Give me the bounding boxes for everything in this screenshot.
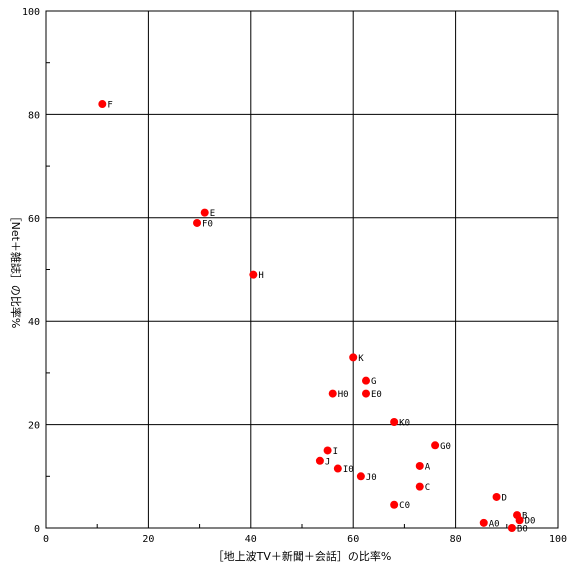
point-label-J0: J0 bbox=[366, 473, 377, 483]
x-tick-label: 60 bbox=[347, 534, 359, 545]
data-point-K0 bbox=[390, 418, 399, 427]
point-label-I: I bbox=[333, 447, 338, 457]
y-tick-label: 40 bbox=[28, 317, 40, 328]
x-axis-title: ［地上波TV＋新聞＋会話］の比率% bbox=[213, 549, 392, 563]
point-label-F0: F0 bbox=[202, 219, 213, 229]
data-point-D bbox=[492, 492, 501, 501]
point-label-A0: A0 bbox=[489, 519, 500, 529]
point-label-K: K bbox=[358, 354, 364, 364]
data-point-K bbox=[349, 353, 358, 362]
x-tick-labels: 0 20 40 60 80 100 bbox=[43, 534, 567, 545]
point-label-A: A bbox=[425, 462, 431, 472]
y-tick-label: 20 bbox=[28, 421, 40, 432]
data-point-D0 bbox=[515, 516, 524, 525]
data-point-J bbox=[315, 456, 324, 465]
data-point-J0 bbox=[356, 472, 365, 481]
y-tick-label: 60 bbox=[28, 214, 40, 225]
data-point-B0 bbox=[507, 524, 516, 532]
point-label-B0: B0 bbox=[517, 525, 528, 535]
data-point-E bbox=[200, 208, 209, 217]
data-point-H bbox=[249, 270, 258, 279]
data-point-C bbox=[415, 482, 424, 491]
data-point-I bbox=[323, 446, 332, 455]
data-point-F0 bbox=[193, 218, 202, 227]
point-label-C: C bbox=[425, 483, 430, 493]
x-tick-label: 20 bbox=[142, 534, 154, 545]
point-label-C0: C0 bbox=[399, 501, 410, 511]
data-point-G0 bbox=[431, 441, 440, 450]
x-tick-label: 40 bbox=[245, 534, 257, 545]
point-label-E0: E0 bbox=[371, 390, 382, 400]
data-point-A bbox=[415, 461, 424, 470]
x-tick-label: 0 bbox=[43, 534, 49, 545]
x-tick-label: 80 bbox=[450, 534, 462, 545]
point-label-D0: D0 bbox=[525, 517, 536, 527]
y-tick-label: 0 bbox=[34, 524, 40, 535]
point-label-H0: H0 bbox=[338, 390, 349, 400]
point-label-F: F bbox=[107, 101, 112, 111]
point-label-D: D bbox=[502, 493, 507, 503]
data-point-I0 bbox=[333, 464, 342, 473]
point-label-G: G bbox=[371, 377, 376, 387]
minor-ticks bbox=[46, 62, 508, 528]
point-label-E: E bbox=[210, 209, 215, 219]
point-label-H: H bbox=[258, 271, 263, 281]
point-label-G0: G0 bbox=[440, 442, 451, 452]
y-tick-label: 100 bbox=[22, 7, 40, 18]
y-tick-label: 80 bbox=[28, 110, 40, 121]
plot-area bbox=[45, 10, 559, 529]
x-tick-label: 100 bbox=[549, 534, 567, 545]
y-tick-labels: 0 20 40 60 80 100 bbox=[22, 7, 40, 535]
data-point-H0 bbox=[328, 389, 337, 398]
data-point-E0 bbox=[362, 389, 370, 398]
y-axis-title: ［Net＋雑誌］の比率% bbox=[9, 211, 23, 329]
data-point-G bbox=[362, 376, 370, 385]
point-label-B: B bbox=[522, 512, 527, 522]
point-label-I0: I0 bbox=[343, 465, 354, 475]
data-point-F bbox=[98, 100, 107, 109]
data-points: F EF0 H K G H0 E0 K0 G0 IJ I0 J0 A C C0 D BD0 A0 B0 bbox=[98, 100, 536, 535]
point-label-J: J bbox=[325, 457, 330, 467]
data-point-C0 bbox=[390, 500, 399, 509]
point-label-K0: K0 bbox=[399, 419, 410, 429]
grid-lines bbox=[46, 11, 558, 528]
data-point-A0 bbox=[479, 518, 488, 527]
